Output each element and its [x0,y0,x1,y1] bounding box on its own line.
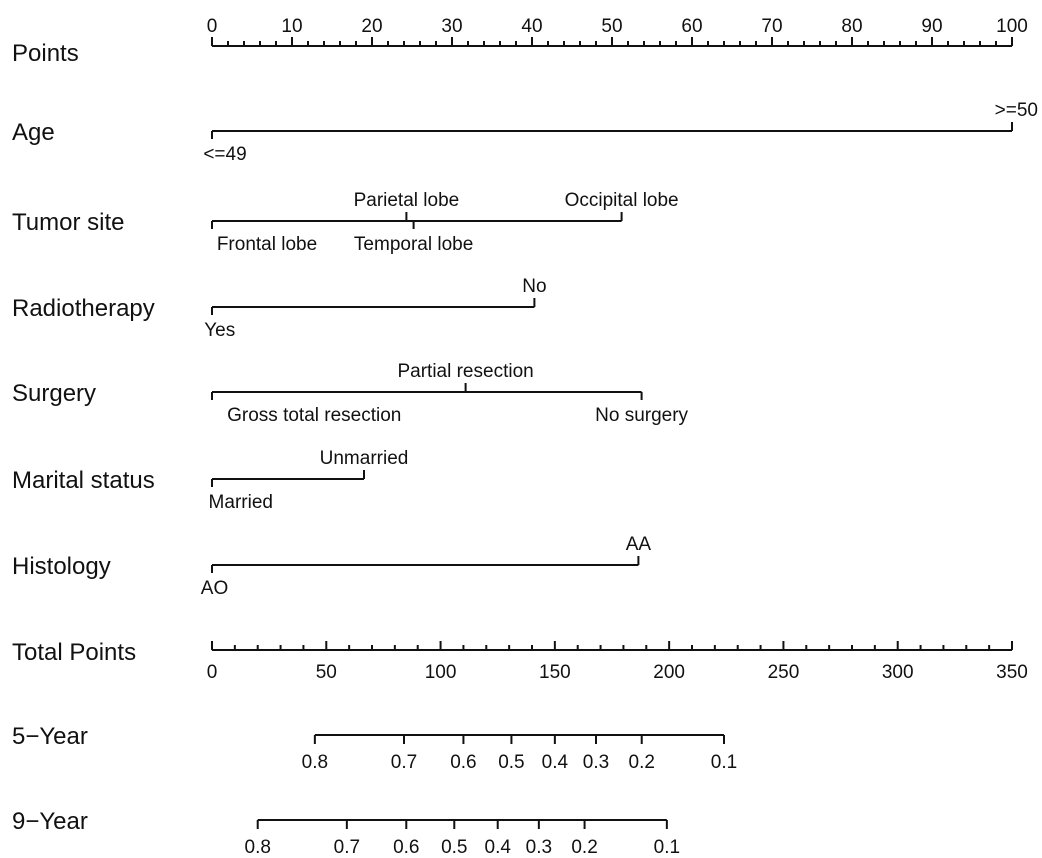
row-label-tumor-site: Tumor site [12,209,124,236]
survival-5-year-tick-label: 0.8 [302,752,328,773]
survival-9-year-tick-label: 0.5 [441,837,467,858]
survival-9-year-tick-label: 0.8 [245,837,271,858]
row-label-age: Age [12,119,55,146]
survival-5-year-tick-label: 0.4 [542,752,569,773]
points-tick-label: 50 [601,16,622,37]
marital-status-level-label-married: Married [209,492,273,513]
total-points-tick-label: 150 [539,662,571,683]
survival-5-year-tick-label: 0.2 [629,752,655,773]
tumor-site-level-label-frontal-lobe: Frontal lobe [217,234,317,255]
points-tick-label: 80 [841,16,862,37]
survival-5-year-tick-label: 0.7 [391,752,417,773]
radiotherapy-level-label-no: No [522,276,546,297]
points-tick-label: 100 [996,16,1028,37]
survival-9-year-tick-label: 0.4 [485,837,512,858]
surgery-level-label-no-surgery: No surgery [595,405,688,426]
points-tick-label: 10 [281,16,302,37]
row-label-points: Points [12,40,79,67]
points-tick-label: 30 [441,16,462,37]
points-tick-label: 40 [521,16,542,37]
surgery-level-label-partial-resection: Partial resection [397,361,533,382]
row-label-survival-9-year: 9−Year [12,808,88,835]
row-label-marital-status: Marital status [12,467,155,494]
row-label-histology: Histology [12,553,111,580]
total-points-tick-label: 250 [768,662,800,683]
points-tick-label: 60 [681,16,702,37]
points-tick-label: 0 [207,16,218,37]
total-points-tick-label: 100 [425,662,457,683]
survival-5-year-tick-label: 0.3 [583,752,609,773]
total-points-tick-label: 350 [996,662,1028,683]
age-level-label--50: >=50 [995,100,1038,121]
total-points-tick-label: 50 [316,662,337,683]
survival-9-year-tick-label: 0.1 [654,837,680,858]
histology-level-label-aa: AA [626,534,652,555]
tumor-site-level-label-parietal-lobe: Parietal lobe [354,190,460,211]
points-tick-label: 90 [921,16,942,37]
points-tick-label: 70 [761,16,782,37]
radiotherapy-level-label-yes: Yes [204,320,235,341]
survival-9-year-tick-label: 0.6 [393,837,419,858]
survival-5-year-tick-label: 0.5 [498,752,524,773]
total-points-tick-label: 300 [882,662,914,683]
row-label-radiotherapy: Radiotherapy [12,295,155,322]
survival-9-year-tick-label: 0.7 [334,837,360,858]
histology-level-label-ao: AO [201,578,228,599]
age-level-label--49: <=49 [203,144,246,165]
survival-5-year-tick-label: 0.1 [711,752,737,773]
row-label-survival-5-year: 5−Year [12,723,88,750]
survival-9-year-tick-label: 0.2 [571,837,597,858]
row-label-total-points: Total Points [12,639,136,666]
points-tick-label: 20 [361,16,382,37]
total-points-tick-label: 200 [653,662,685,683]
total-points-tick-label: 0 [207,662,218,683]
survival-9-year-tick-label: 0.3 [526,837,552,858]
tumor-site-level-label-occipital-lobe: Occipital lobe [565,190,679,211]
surgery-level-label-gross-total-resection: Gross total resection [227,405,401,426]
tumor-site-level-label-temporal-lobe: Temporal lobe [354,234,473,255]
survival-5-year-tick-label: 0.6 [450,752,476,773]
row-label-surgery: Surgery [12,380,96,407]
marital-status-level-label-unmarried: Unmarried [320,448,409,469]
